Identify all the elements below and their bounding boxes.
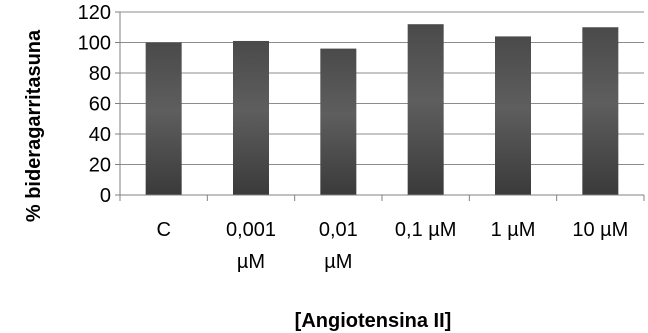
x-tick-labels: C 0,001 µM 0,01 µM 0,1 µM 1 µM 10 µM	[156, 219, 628, 273]
y-tick-label: 40	[89, 124, 111, 146]
bar	[320, 48, 357, 195]
x-tick-label: µM	[237, 251, 265, 273]
y-tick-labels: 0 20 40 60 80 100 120	[78, 2, 111, 207]
x-tick-label: 0,01	[319, 219, 358, 241]
bar	[582, 27, 619, 195]
axes	[119, 12, 644, 196]
y-tick-label: 60	[89, 94, 111, 116]
bars	[145, 24, 619, 196]
x-tick-label: µM	[324, 251, 352, 273]
bar	[145, 42, 182, 195]
y-tick-label: 20	[89, 155, 111, 177]
bar	[495, 36, 531, 196]
y-tick-label: 100	[78, 33, 111, 55]
bar	[233, 40, 269, 195]
x-tick-label: 10 µM	[572, 219, 628, 241]
y-tick-label: 80	[89, 63, 111, 85]
x-tick-label: 0,1 µM	[395, 219, 457, 241]
x-tick-label: 1 µM	[491, 219, 536, 241]
y-axis-title: % bideragarritasuna	[23, 29, 45, 222]
x-tick-label: C	[156, 219, 170, 241]
y-tick-label: 0	[100, 185, 111, 207]
gridlines	[115, 11, 645, 201]
y-tick-label: 120	[78, 2, 111, 24]
x-axis-title: [Angiotensina II]	[295, 310, 452, 332]
x-tick-label: 0,001	[226, 219, 276, 241]
bar	[407, 24, 444, 196]
